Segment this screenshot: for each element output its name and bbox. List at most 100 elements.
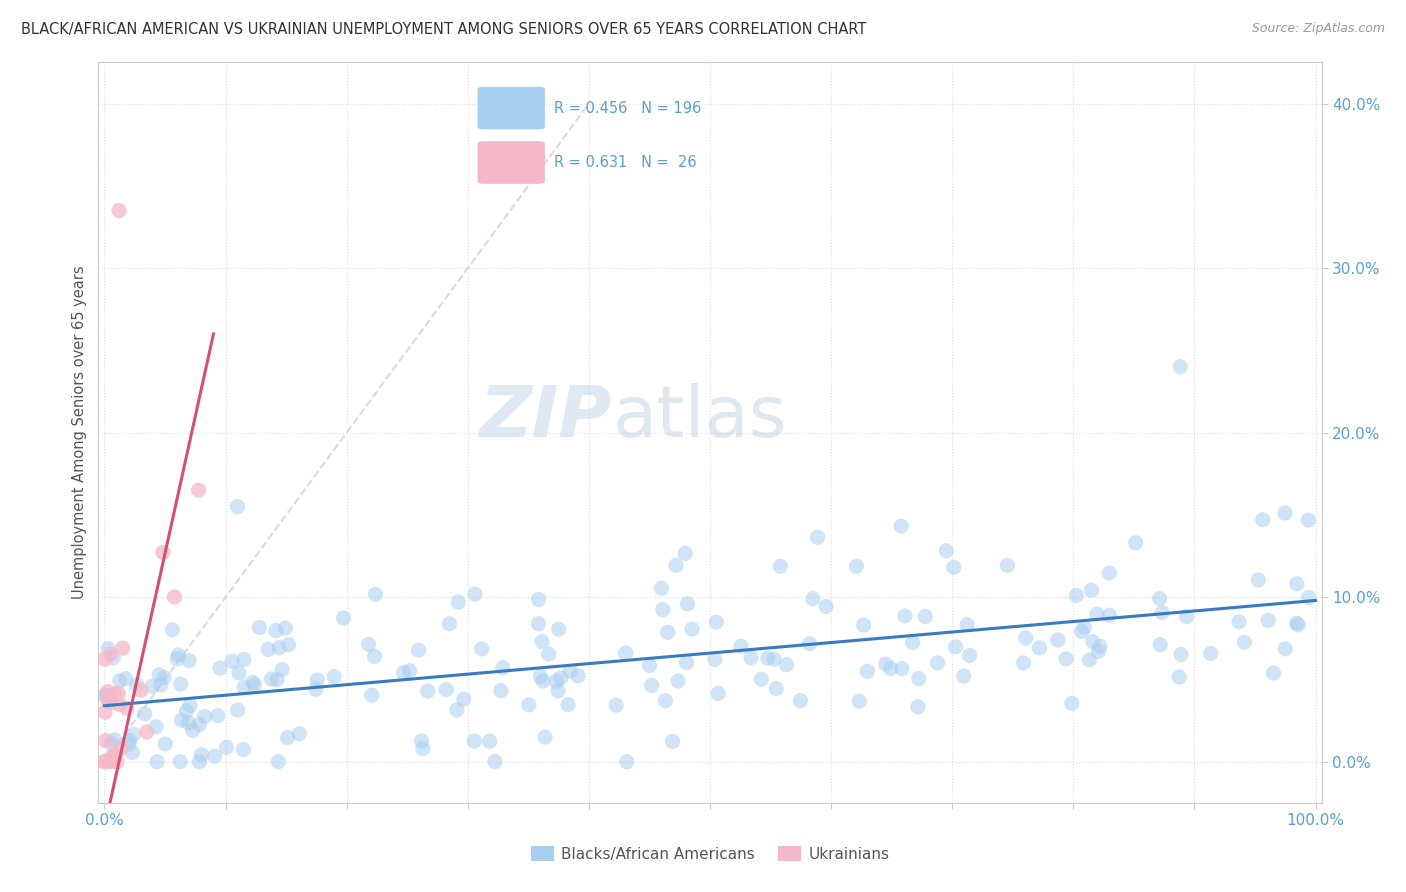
Point: [1199, 647, 1222, 661]
Point: [567, 669, 589, 683]
Point: [194, 709, 217, 723]
Point: [1263, 666, 1285, 681]
Point: [332, 611, 354, 625]
Point: [894, 609, 917, 624]
Point: [879, 661, 901, 675]
Point: [1087, 644, 1109, 658]
Point: [1012, 656, 1035, 670]
Point: [641, 678, 664, 692]
Point: [110, 741, 132, 756]
Point: [546, 674, 568, 689]
Point: [666, 674, 689, 689]
Point: [134, 706, 156, 721]
Point: [1081, 634, 1104, 648]
Point: [749, 673, 772, 687]
Point: [681, 622, 703, 636]
Point: [1125, 536, 1147, 550]
Point: [801, 591, 824, 606]
Point: [176, 704, 198, 718]
Point: [94, 733, 117, 747]
Point: [1285, 576, 1308, 591]
Point: [1060, 696, 1083, 710]
Point: [228, 665, 250, 680]
Point: [103, 732, 125, 747]
Point: [360, 688, 382, 702]
Point: [1088, 640, 1111, 654]
Point: [447, 595, 470, 609]
Point: [152, 545, 174, 559]
Point: [277, 638, 299, 652]
Point: [763, 652, 786, 666]
Point: [1149, 591, 1171, 606]
Point: [927, 656, 949, 670]
Point: [463, 734, 485, 748]
Point: [408, 643, 430, 657]
Point: [616, 755, 638, 769]
Point: [266, 673, 288, 687]
Point: [1054, 652, 1077, 666]
Point: [267, 755, 290, 769]
Point: [363, 649, 385, 664]
Point: [558, 664, 581, 678]
Point: [740, 650, 762, 665]
Point: [1046, 632, 1069, 647]
Point: [108, 203, 131, 218]
Point: [188, 717, 211, 731]
Point: [288, 727, 311, 741]
Point: [1298, 591, 1320, 605]
Point: [471, 642, 494, 657]
Point: [357, 637, 380, 651]
Point: [226, 703, 249, 717]
Point: [1274, 641, 1296, 656]
Point: [614, 646, 637, 660]
Point: [104, 747, 127, 762]
Point: [100, 647, 122, 661]
Point: [104, 687, 127, 701]
Point: [1149, 638, 1171, 652]
Point: [260, 672, 283, 686]
Point: [111, 641, 134, 656]
Y-axis label: Unemployment Among Seniors over 65 years: Unemployment Among Seniors over 65 years: [72, 266, 87, 599]
Point: [277, 731, 299, 745]
Point: [118, 733, 141, 747]
Point: [98, 693, 121, 707]
Point: [153, 671, 176, 685]
Point: [167, 648, 190, 662]
Point: [323, 669, 346, 683]
Point: [478, 734, 501, 748]
Point: [1015, 631, 1038, 645]
Point: [177, 654, 200, 668]
Point: [101, 748, 124, 763]
Text: BLACK/AFRICAN AMERICAN VS UKRAINIAN UNEMPLOYMENT AMONG SENIORS OVER 65 YEARS COR: BLACK/AFRICAN AMERICAN VS UKRAINIAN UNEM…: [21, 22, 866, 37]
Point: [96, 755, 118, 769]
Point: [169, 755, 191, 769]
Point: [94, 755, 117, 769]
Point: [1247, 573, 1270, 587]
Point: [756, 651, 779, 665]
Point: [98, 755, 121, 769]
Point: [243, 678, 266, 692]
Point: [907, 699, 929, 714]
Point: [1233, 635, 1256, 649]
Point: [654, 693, 676, 707]
Point: [94, 688, 117, 702]
Point: [232, 742, 254, 756]
Point: [274, 621, 297, 635]
Point: [416, 684, 439, 698]
Point: [1170, 648, 1192, 662]
Point: [221, 654, 243, 668]
Point: [439, 616, 461, 631]
Point: [952, 669, 974, 683]
Point: [412, 741, 434, 756]
Point: [484, 755, 506, 769]
Point: [1073, 620, 1095, 634]
Point: [890, 519, 912, 533]
Point: [527, 592, 550, 607]
Point: [121, 746, 143, 760]
Point: [959, 648, 981, 663]
Point: [707, 686, 730, 700]
Point: [675, 656, 697, 670]
Point: [226, 500, 249, 514]
Point: [1066, 589, 1088, 603]
Point: [1098, 566, 1121, 580]
